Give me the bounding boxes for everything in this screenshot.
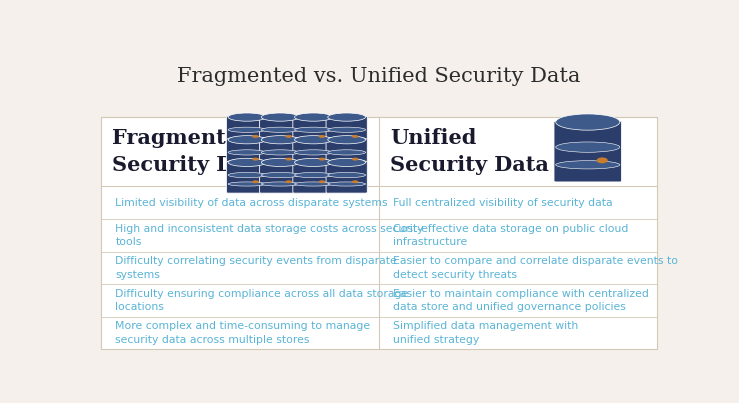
Text: Cost-effective data storage on public cloud
infrastructure: Cost-effective data storage on public cl… [393, 224, 628, 247]
Text: High and inconsistent data storage costs across security
tools: High and inconsistent data storage costs… [115, 224, 423, 247]
FancyBboxPatch shape [293, 162, 334, 193]
Ellipse shape [328, 113, 366, 121]
FancyBboxPatch shape [326, 139, 367, 170]
FancyBboxPatch shape [293, 116, 334, 148]
Text: More complex and time-consuming to manage
security data across multiple stores: More complex and time-consuming to manag… [115, 322, 370, 345]
Ellipse shape [228, 150, 266, 155]
Ellipse shape [295, 158, 333, 166]
Ellipse shape [252, 158, 259, 161]
FancyBboxPatch shape [554, 121, 621, 182]
Ellipse shape [556, 114, 620, 130]
Ellipse shape [285, 180, 292, 183]
Ellipse shape [328, 182, 366, 186]
Ellipse shape [319, 180, 325, 183]
Ellipse shape [228, 158, 266, 166]
Ellipse shape [262, 113, 299, 121]
FancyBboxPatch shape [293, 139, 334, 170]
Ellipse shape [228, 137, 266, 141]
Ellipse shape [285, 158, 292, 161]
Ellipse shape [319, 135, 325, 138]
Ellipse shape [285, 135, 292, 138]
Ellipse shape [328, 136, 366, 144]
Ellipse shape [228, 127, 266, 132]
Ellipse shape [228, 182, 266, 186]
Ellipse shape [295, 172, 333, 178]
Ellipse shape [328, 137, 366, 141]
Ellipse shape [295, 127, 333, 132]
Text: Fragmented vs. Unified Security Data: Fragmented vs. Unified Security Data [177, 67, 580, 86]
Ellipse shape [295, 150, 333, 155]
Ellipse shape [228, 172, 266, 178]
Ellipse shape [262, 172, 299, 178]
Ellipse shape [556, 142, 620, 152]
Ellipse shape [328, 150, 366, 155]
Text: Full centralized visibility of security data: Full centralized visibility of security … [393, 198, 613, 208]
Ellipse shape [228, 113, 266, 121]
Ellipse shape [262, 182, 299, 186]
Text: Easier to compare and correlate disparate events to
detect security threats: Easier to compare and correlate disparat… [393, 256, 678, 280]
Text: Fragmented
Security Data: Fragmented Security Data [112, 128, 271, 175]
Ellipse shape [252, 180, 259, 183]
Ellipse shape [295, 136, 333, 144]
Text: Easier to maintain compliance with centralized
data store and unified governance: Easier to maintain compliance with centr… [393, 289, 649, 312]
Ellipse shape [262, 158, 299, 166]
FancyBboxPatch shape [101, 116, 656, 349]
Ellipse shape [352, 180, 358, 183]
FancyBboxPatch shape [259, 139, 301, 170]
Ellipse shape [295, 137, 333, 141]
Ellipse shape [328, 159, 366, 164]
Ellipse shape [352, 135, 358, 138]
Ellipse shape [352, 158, 358, 161]
FancyBboxPatch shape [259, 162, 301, 193]
Ellipse shape [328, 127, 366, 132]
Text: Simplified data management with
unified strategy: Simplified data management with unified … [393, 322, 579, 345]
Ellipse shape [295, 159, 333, 164]
Ellipse shape [262, 150, 299, 155]
Text: Limited visibility of data across disparate systems: Limited visibility of data across dispar… [115, 198, 388, 208]
Text: Unified
Security Data: Unified Security Data [390, 128, 549, 175]
FancyBboxPatch shape [326, 116, 367, 148]
Ellipse shape [328, 158, 366, 166]
Ellipse shape [262, 159, 299, 164]
Ellipse shape [252, 135, 259, 138]
FancyBboxPatch shape [226, 162, 268, 193]
Ellipse shape [262, 137, 299, 141]
FancyBboxPatch shape [226, 116, 268, 148]
FancyBboxPatch shape [326, 162, 367, 193]
Text: Difficulty correlating security events from disparate
systems: Difficulty correlating security events f… [115, 256, 397, 280]
Ellipse shape [328, 172, 366, 178]
Ellipse shape [295, 113, 333, 121]
Ellipse shape [228, 136, 266, 144]
Ellipse shape [556, 161, 620, 169]
Ellipse shape [596, 158, 608, 163]
FancyBboxPatch shape [259, 116, 301, 148]
Ellipse shape [262, 136, 299, 144]
Ellipse shape [228, 159, 266, 164]
Ellipse shape [319, 158, 325, 161]
Ellipse shape [295, 182, 333, 186]
FancyBboxPatch shape [226, 139, 268, 170]
Ellipse shape [262, 127, 299, 132]
Text: Difficulty ensuring compliance across all data storage
locations: Difficulty ensuring compliance across al… [115, 289, 409, 312]
